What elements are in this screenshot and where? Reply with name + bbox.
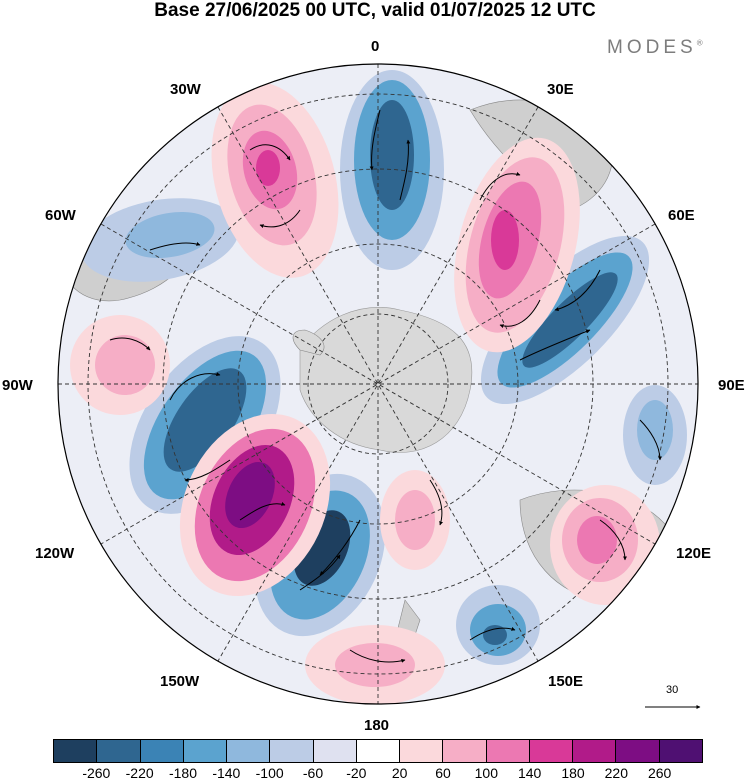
wind-vectors [109, 109, 662, 663]
lon-label-60e: 60E [668, 207, 695, 224]
colorbar-tick-label: -100 [255, 765, 284, 781]
colorbar-swatch [399, 740, 443, 762]
colorbar-tick-label: 220 [604, 765, 629, 781]
colorbar-tick-label: -260 [82, 765, 111, 781]
lon-label-60w: 60W [45, 207, 76, 224]
lon-label-0: 0 [371, 38, 380, 55]
colorbar-tick-label: -20 [346, 765, 367, 781]
reference-vector-label: 30 [666, 684, 679, 696]
colorbar-tick-label: 180 [561, 765, 585, 781]
lon-label-150e: 150E [548, 673, 584, 690]
lon-label-90w: 90W [2, 377, 33, 394]
colorbar-tick-label: -180 [168, 765, 198, 781]
colorbar-swatch [442, 740, 486, 762]
colorbar-swatch [226, 740, 270, 762]
colorbar-tick-label: 260 [647, 765, 672, 781]
graticule [58, 64, 698, 704]
colorbar-labels: -260 -220 -180 -140 -100 -60 -20 20 60 100 140 180 2… [0, 765, 750, 783]
colorbar-tick-label: 140 [517, 765, 542, 781]
lon-label-30e: 30E [547, 81, 574, 98]
brand-text: MODES [607, 37, 697, 58]
modes-logo: MODES® [607, 37, 703, 59]
colorbar [53, 739, 703, 763]
colorbar-swatch [182, 740, 227, 762]
lon-label-120e: 120E [676, 545, 712, 562]
anomaly-field [58, 64, 698, 704]
colorbar-swatch [485, 740, 529, 762]
colorbar-swatch [615, 740, 659, 762]
colorbar-tick-label: 100 [474, 765, 499, 781]
colorbar-swatch [528, 740, 573, 762]
colorbar-swatch [269, 740, 313, 762]
colorbar-tick-label: -140 [212, 765, 241, 781]
colorbar-swatch [54, 740, 97, 762]
map-title: Base 27/06/2025 00 UTC, valid 01/07/2025… [154, 0, 596, 21]
colorbar-swatch [658, 740, 702, 762]
colorbar-tick-label: -220 [125, 765, 154, 781]
colorbar-swatch [96, 740, 140, 762]
colorbar-tick-label: 20 [391, 765, 408, 781]
colorbar-tick-label: -60 [302, 765, 324, 781]
map-boundary [57, 63, 699, 705]
colorbar-swatch [572, 740, 616, 762]
colorbar-swatch [139, 740, 183, 762]
lon-label-30w: 30W [170, 81, 201, 98]
lon-label-180: 180 [364, 717, 390, 734]
colorbar-swatch [355, 740, 400, 762]
lon-label-90e: 90E [718, 377, 745, 394]
colorbar-tick-label: 60 [435, 765, 451, 781]
lon-label-120w: 120W [35, 545, 75, 562]
lon-label-150w: 150W [160, 673, 200, 690]
colorbar-swatch [312, 740, 356, 762]
registered-mark: ® [696, 38, 703, 48]
